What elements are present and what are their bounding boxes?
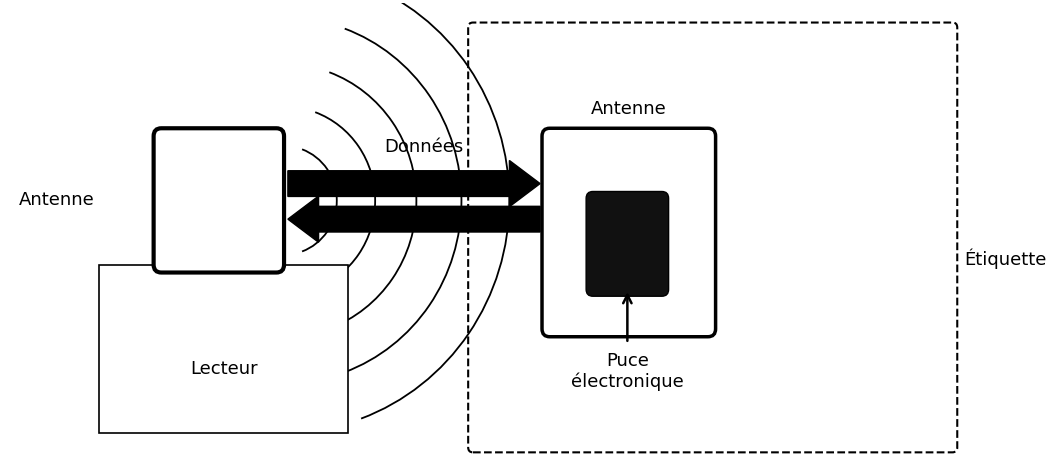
- Text: Puce
électronique: Puce électronique: [571, 352, 684, 391]
- Text: Données: Données: [384, 138, 463, 156]
- Text: Étiquette: Étiquette: [964, 248, 1046, 269]
- FancyArrow shape: [288, 160, 541, 207]
- FancyBboxPatch shape: [586, 192, 669, 296]
- FancyBboxPatch shape: [542, 128, 716, 337]
- Text: Lecteur: Lecteur: [190, 360, 257, 378]
- FancyArrow shape: [288, 196, 541, 242]
- Text: Antenne: Antenne: [590, 100, 667, 119]
- Text: Antenne: Antenne: [18, 192, 95, 209]
- FancyBboxPatch shape: [154, 128, 284, 272]
- Bar: [99, 265, 348, 432]
